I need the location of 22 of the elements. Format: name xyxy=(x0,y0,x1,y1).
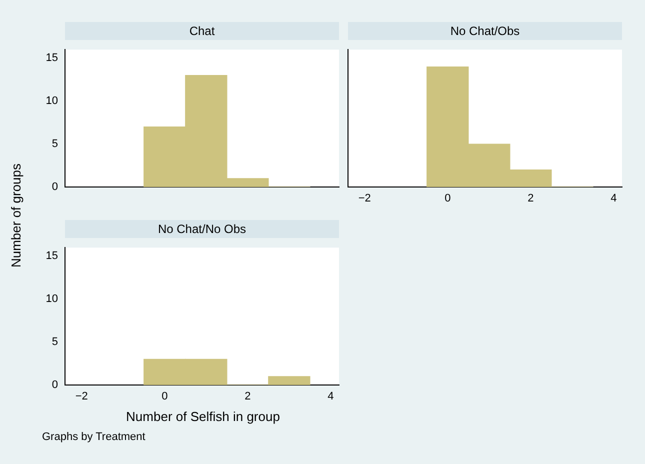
x-tick-label: −2 xyxy=(358,192,371,205)
y-tick-label: 10 xyxy=(46,293,58,306)
chart-title: No Chat/Obs xyxy=(348,22,622,40)
x-axis-title: Number of Selfish in group xyxy=(126,409,280,424)
x-tick-label: 4 xyxy=(610,192,617,205)
x-tick-label: 2 xyxy=(528,192,534,205)
y-tick-label: 15 xyxy=(46,52,58,64)
chart-title: Chat xyxy=(65,22,339,40)
y-tick-label: 0 xyxy=(52,379,58,392)
x-tick-label: 2 xyxy=(244,390,251,403)
y-tick-label: 15 xyxy=(46,250,58,262)
chart-title: No Chat/No Obs xyxy=(65,220,339,238)
y-tick-label: 5 xyxy=(52,138,58,150)
x-tick-label: 0 xyxy=(162,390,168,403)
x-tick-label: 0 xyxy=(444,192,451,205)
y-tick-label: 5 xyxy=(52,336,58,348)
text: Graphs by Treatment xyxy=(42,431,146,443)
y-tick-label: 0 xyxy=(52,181,58,194)
x-tick-label: −2 xyxy=(75,390,88,403)
x-tick-label: 4 xyxy=(328,390,334,403)
y-axis-title: Number of groups xyxy=(8,162,24,268)
y-tick-label: 10 xyxy=(46,95,58,108)
